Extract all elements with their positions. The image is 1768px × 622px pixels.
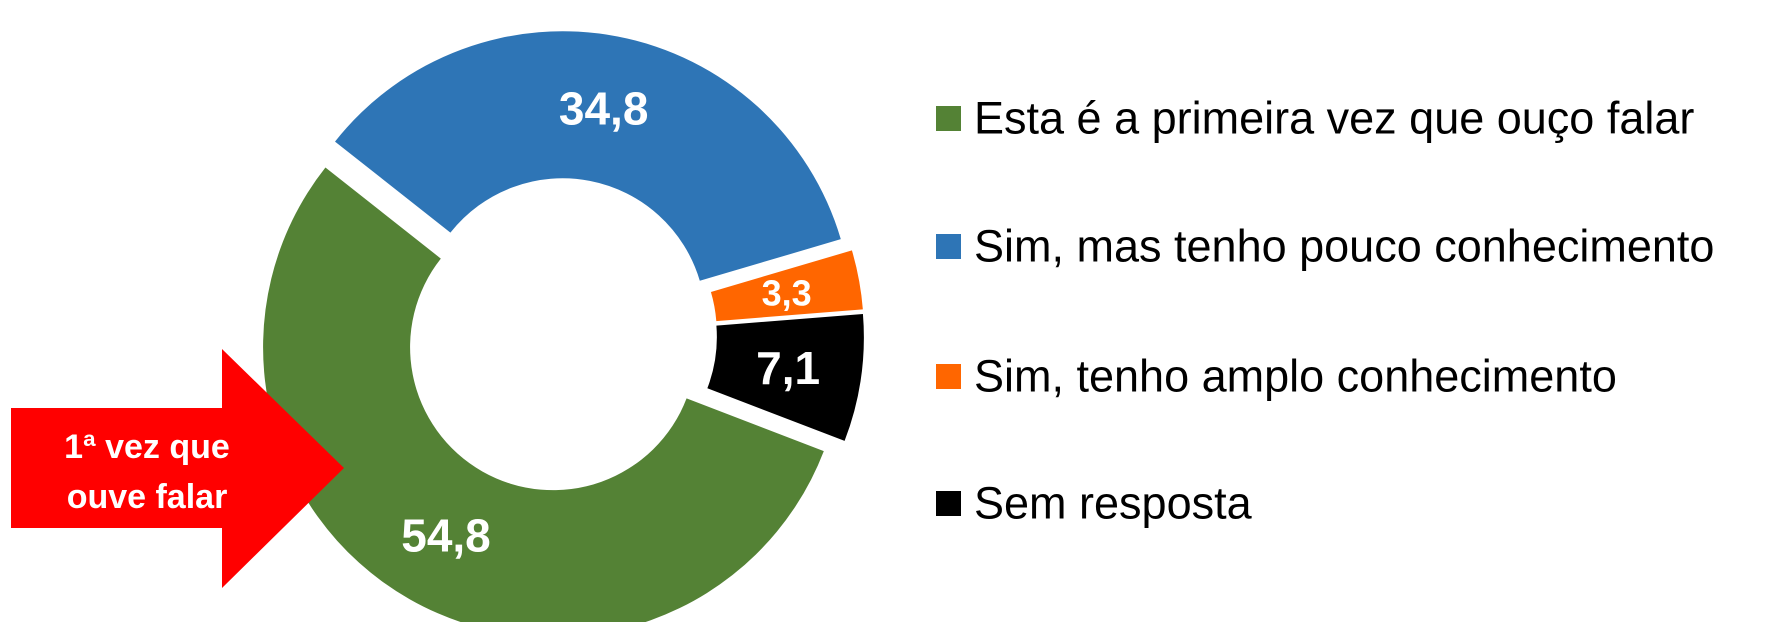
annotation-text: 1ª vez que [64,428,230,466]
data-label: 7,1 [756,342,820,394]
data-label: 3,3 [762,272,812,313]
donut-slice [710,250,863,322]
legend-label: Sim, mas tenho pouco conhecimento [974,221,1714,272]
legend-swatch [936,491,961,516]
legend-label: Sim, tenho amplo conhecimento [974,351,1617,402]
annotation-arrow [11,349,344,588]
legend-swatch [936,234,961,259]
legend-swatch [936,364,961,389]
legend-label: Esta é a primeira vez que ouço falar [974,93,1694,144]
donut-slice [707,313,864,441]
annotation-text: ouve falar [67,478,228,516]
legend-label: Sem resposta [974,478,1253,529]
legend: Esta é a primeira vez que ouço falar Sim,… [936,93,1714,529]
donut-slice [335,31,841,281]
data-label: 34,8 [559,83,649,135]
donut-slice [263,167,824,622]
legend-swatch [936,106,961,131]
data-label: 54,8 [401,509,491,561]
donut: 54,8 34,8 3,3 7,1 [263,31,864,622]
